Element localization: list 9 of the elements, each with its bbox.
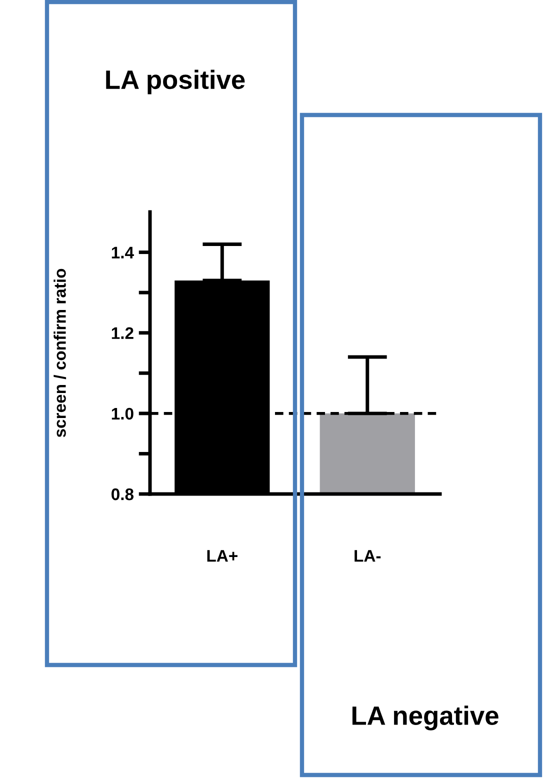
text: LA negative	[352, 706, 498, 730]
y-tick-label: 1.4	[112, 246, 134, 258]
y-tick-label: 1.0	[112, 408, 134, 420]
y-tick-label: 1.2	[112, 327, 134, 339]
text: LA positive	[106, 70, 245, 94]
y-axis-title: screen / confirm ratio	[54, 268, 66, 438]
x-tick-label: LA+	[207, 550, 238, 562]
y-tick-label: 0.8	[112, 488, 134, 500]
x-tick-label: LA-	[354, 550, 381, 562]
